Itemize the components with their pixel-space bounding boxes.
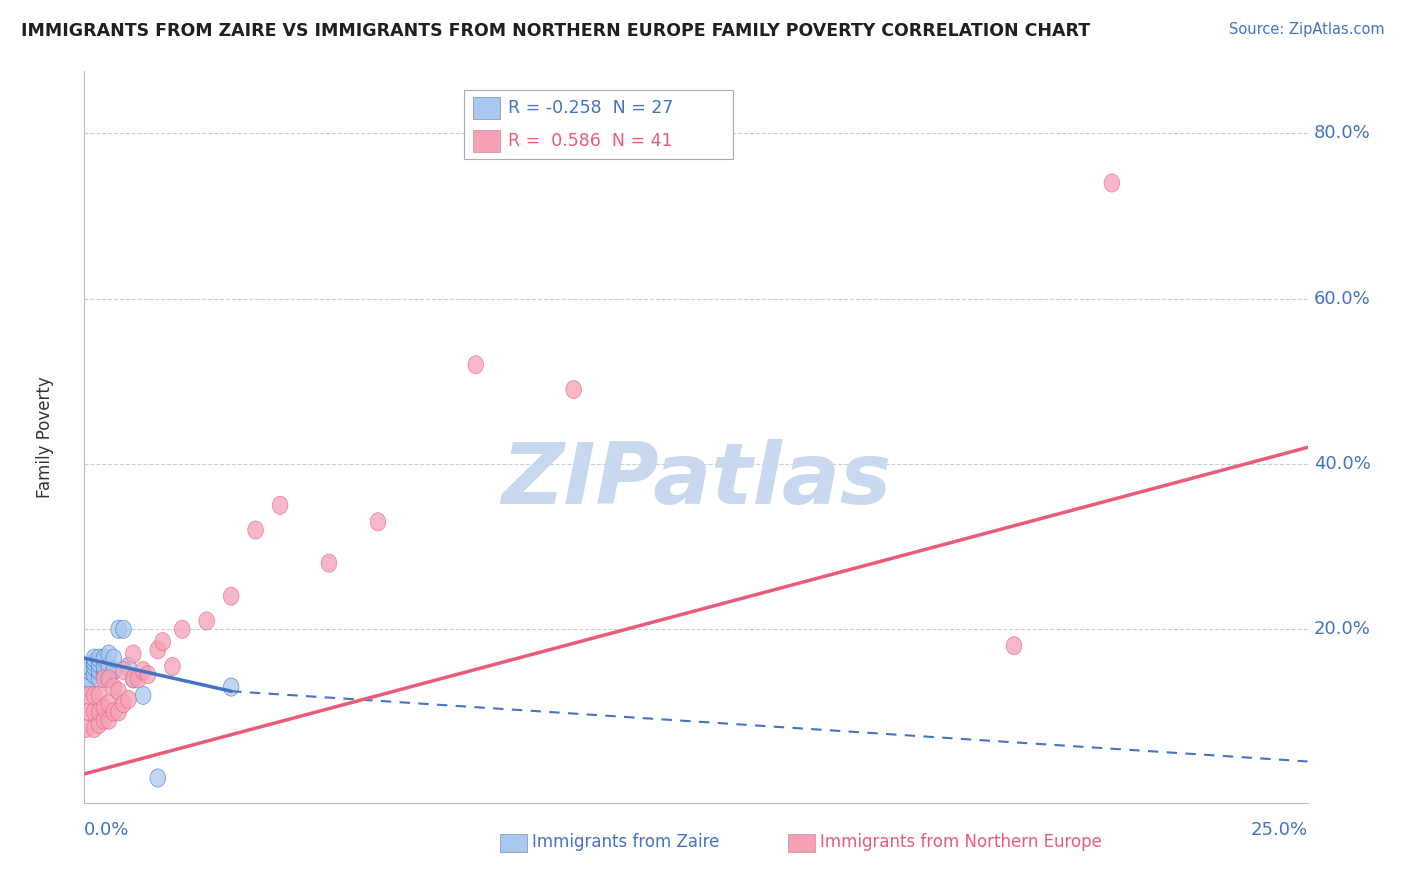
Ellipse shape	[82, 670, 97, 688]
Text: 60.0%: 60.0%	[1313, 290, 1371, 308]
Ellipse shape	[121, 690, 136, 708]
Ellipse shape	[86, 703, 103, 721]
Ellipse shape	[105, 649, 121, 667]
Text: 40.0%: 40.0%	[1313, 455, 1371, 473]
Ellipse shape	[86, 653, 103, 672]
Ellipse shape	[101, 670, 117, 688]
Text: R =  0.586  N = 41: R = 0.586 N = 41	[508, 132, 672, 150]
Ellipse shape	[150, 769, 166, 787]
FancyBboxPatch shape	[464, 90, 733, 159]
Ellipse shape	[135, 686, 150, 705]
Ellipse shape	[150, 640, 166, 659]
Ellipse shape	[79, 719, 94, 738]
Ellipse shape	[115, 662, 131, 680]
Ellipse shape	[105, 703, 121, 721]
Ellipse shape	[165, 657, 180, 675]
Bar	[787, 833, 814, 852]
Ellipse shape	[247, 521, 263, 539]
Ellipse shape	[96, 698, 111, 717]
Text: Family Poverty: Family Poverty	[35, 376, 53, 498]
Ellipse shape	[131, 670, 146, 688]
Bar	[501, 833, 527, 852]
Ellipse shape	[96, 649, 111, 667]
Text: Source: ZipAtlas.com: Source: ZipAtlas.com	[1229, 22, 1385, 37]
Ellipse shape	[224, 587, 239, 606]
Text: R = -0.258  N = 27: R = -0.258 N = 27	[508, 99, 673, 117]
Text: Immigrants from Northern Europe: Immigrants from Northern Europe	[820, 833, 1101, 851]
Ellipse shape	[1007, 637, 1022, 655]
Ellipse shape	[86, 686, 103, 705]
Ellipse shape	[155, 632, 170, 651]
Ellipse shape	[91, 649, 107, 667]
Ellipse shape	[174, 620, 190, 639]
Ellipse shape	[96, 711, 111, 730]
Ellipse shape	[125, 670, 141, 688]
Ellipse shape	[91, 670, 107, 688]
Ellipse shape	[115, 695, 131, 713]
Ellipse shape	[111, 703, 127, 721]
Bar	[474, 130, 501, 152]
Ellipse shape	[96, 670, 111, 688]
Ellipse shape	[565, 381, 582, 399]
Ellipse shape	[101, 670, 117, 688]
Ellipse shape	[91, 715, 107, 733]
Bar	[474, 97, 501, 119]
Ellipse shape	[82, 657, 97, 675]
Ellipse shape	[101, 711, 117, 730]
Ellipse shape	[96, 657, 111, 675]
Text: 0.0%: 0.0%	[84, 821, 129, 839]
Ellipse shape	[115, 620, 131, 639]
Ellipse shape	[1104, 174, 1119, 192]
Ellipse shape	[86, 719, 103, 738]
Ellipse shape	[86, 657, 103, 675]
Ellipse shape	[121, 657, 136, 675]
Ellipse shape	[82, 686, 97, 705]
Ellipse shape	[321, 554, 337, 572]
Ellipse shape	[82, 662, 97, 680]
Ellipse shape	[101, 695, 117, 713]
Text: 25.0%: 25.0%	[1250, 821, 1308, 839]
Ellipse shape	[86, 665, 103, 684]
Ellipse shape	[135, 662, 150, 680]
Ellipse shape	[125, 645, 141, 663]
Ellipse shape	[96, 665, 111, 684]
Ellipse shape	[125, 670, 141, 688]
Ellipse shape	[105, 678, 121, 696]
Ellipse shape	[141, 665, 156, 684]
Ellipse shape	[101, 657, 117, 675]
Ellipse shape	[101, 645, 117, 663]
Ellipse shape	[91, 686, 107, 705]
Ellipse shape	[79, 678, 94, 696]
Text: 20.0%: 20.0%	[1313, 620, 1371, 639]
Ellipse shape	[370, 513, 385, 531]
Ellipse shape	[91, 662, 107, 680]
Ellipse shape	[111, 682, 127, 700]
Ellipse shape	[86, 649, 103, 667]
Ellipse shape	[105, 662, 121, 680]
Text: IMMIGRANTS FROM ZAIRE VS IMMIGRANTS FROM NORTHERN EUROPE FAMILY POVERTY CORRELAT: IMMIGRANTS FROM ZAIRE VS IMMIGRANTS FROM…	[21, 22, 1090, 40]
Text: 80.0%: 80.0%	[1313, 124, 1371, 143]
Text: ZIPatlas: ZIPatlas	[501, 440, 891, 523]
Ellipse shape	[224, 678, 239, 696]
Ellipse shape	[82, 703, 97, 721]
Ellipse shape	[91, 703, 107, 721]
Ellipse shape	[111, 620, 127, 639]
Ellipse shape	[198, 612, 215, 630]
Ellipse shape	[468, 356, 484, 374]
Ellipse shape	[273, 496, 288, 515]
Text: Immigrants from Zaire: Immigrants from Zaire	[531, 833, 720, 851]
Ellipse shape	[91, 655, 107, 673]
